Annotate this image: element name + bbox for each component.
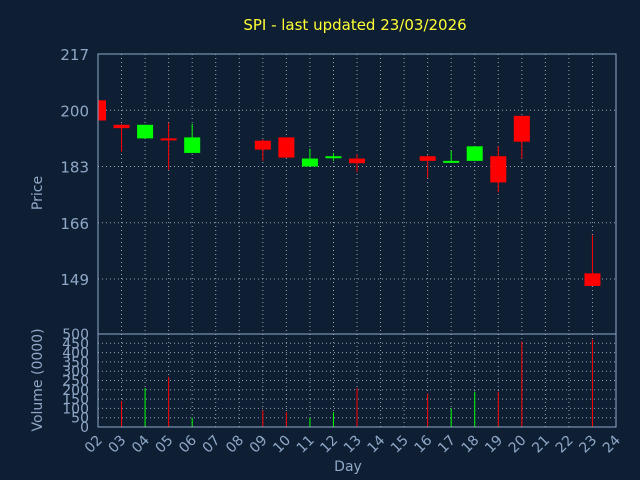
volume-tick-label: 500	[62, 327, 89, 343]
candle-body	[137, 124, 154, 139]
volume-plot-frame	[97, 333, 617, 428]
candle-17	[443, 150, 460, 163]
candle-20	[513, 115, 530, 159]
x-tick-label: 21	[529, 433, 553, 457]
x-tick-label: 09	[247, 433, 271, 457]
candle-05	[160, 122, 177, 170]
x-tick-label: 18	[459, 433, 483, 457]
x-tick-label: 24	[600, 432, 624, 456]
candle-body	[513, 115, 530, 142]
candle-body	[254, 140, 271, 150]
volume-axis-label: Volume (0000)	[30, 328, 46, 431]
price-tick-label: 217	[60, 46, 89, 64]
volume-tick-label: 200	[62, 383, 89, 399]
x-ticks: 02 03 04 05 06 07 08 09 10 11 12 13 14 15 16 17 18 19 20 21…	[82, 432, 624, 456]
volume-tick-label: 150	[62, 392, 89, 408]
x-tick-label: 08	[223, 433, 247, 457]
candle-19	[490, 146, 507, 193]
candle-12	[325, 152, 342, 161]
candle-body	[160, 138, 177, 141]
volume-bars	[121, 339, 593, 427]
price-y-ticks: 217 200 183 166 149	[60, 46, 89, 289]
candle-23	[584, 235, 601, 286]
candle-body	[301, 158, 318, 167]
x-tick-label: 19	[482, 433, 506, 457]
candle-body	[184, 137, 201, 153]
candle-11	[301, 148, 318, 167]
candle-body	[466, 146, 483, 161]
x-tick-label: 23	[576, 433, 600, 457]
candle-09	[254, 139, 271, 161]
candle-body	[278, 137, 295, 158]
x-tick-label: 22	[553, 433, 577, 457]
x-tick-label: 04	[129, 432, 153, 456]
candle-body	[325, 156, 342, 159]
x-tick-label: 02	[82, 433, 106, 457]
x-tick-label: 11	[294, 433, 318, 457]
x-tick-label: 12	[317, 433, 341, 457]
volume-tick-label: 300	[62, 364, 89, 380]
chart-title: SPI - last updated 23/03/2026	[243, 16, 466, 34]
candle-10	[278, 137, 295, 158]
volume-tick-label: 350	[62, 355, 89, 371]
x-axis-label: Day	[334, 459, 362, 475]
volume-tick-label: 450	[62, 336, 89, 352]
x-tick-label: 14	[364, 432, 388, 456]
candle-body	[349, 158, 365, 164]
x-tick-label: 13	[341, 433, 365, 457]
volume-tick-label: 250	[62, 374, 89, 390]
x-tick-label: 05	[153, 433, 177, 457]
price-candles	[97, 100, 601, 286]
x-tick-label: 16	[412, 432, 436, 456]
x-tick-label: 17	[435, 433, 459, 457]
price-axis-label: Price	[30, 176, 46, 210]
candle-body	[98, 100, 106, 121]
price-tick-label: 166	[60, 215, 89, 233]
price-gridlines	[98, 54, 616, 334]
volume-tick-label: 0	[80, 420, 89, 436]
volume-tick-label: 400	[62, 346, 89, 362]
x-tick-label: 07	[200, 433, 224, 457]
candle-16	[419, 155, 436, 178]
candle-18	[466, 146, 483, 161]
candle-body	[584, 273, 601, 286]
candle-03	[113, 123, 130, 152]
candle-06	[184, 123, 201, 153]
price-tick-label: 183	[60, 159, 89, 177]
x-tick-label: 20	[506, 433, 530, 457]
price-tick-label: 200	[60, 102, 89, 120]
x-tick-label: 03	[105, 433, 129, 457]
volume-tick-label: 50	[71, 411, 89, 427]
x-tick-label: 15	[388, 433, 412, 457]
x-tick-label: 06	[176, 432, 200, 456]
candle-body	[490, 156, 507, 183]
candle-body	[113, 124, 130, 129]
candle-02	[97, 100, 106, 121]
price-tick-label: 149	[60, 271, 89, 289]
x-tick-label: 10	[270, 433, 294, 457]
candle-body	[419, 156, 436, 161]
candle-13	[349, 154, 365, 173]
candle-04	[137, 124, 154, 139]
candle-body	[443, 160, 460, 163]
volume-tick-label: 100	[62, 401, 89, 417]
